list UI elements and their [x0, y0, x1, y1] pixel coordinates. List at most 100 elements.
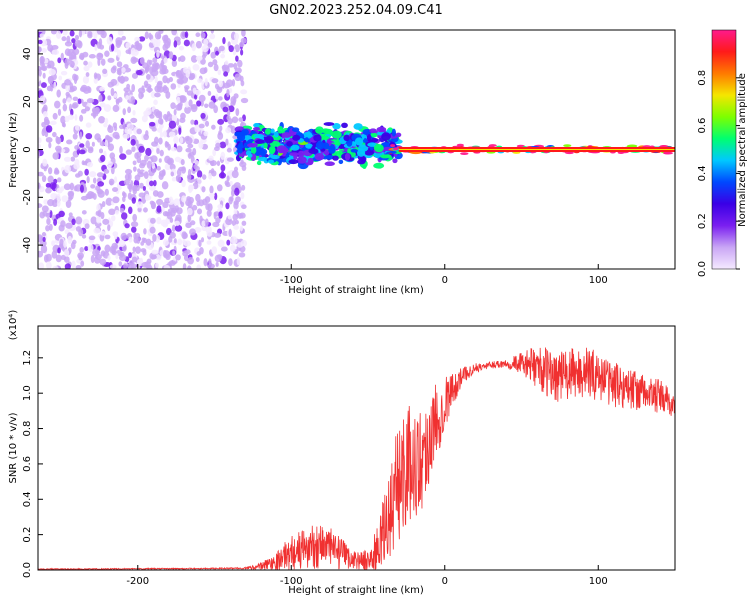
spectrogram-cell	[124, 168, 133, 175]
spectrogram-cell	[323, 122, 335, 126]
spectrogram-cell	[307, 157, 314, 165]
spectrogram-cell	[97, 181, 105, 187]
spectrogram-cell	[173, 198, 181, 207]
spectrogram-cell	[121, 212, 128, 220]
spectrogram-cell	[41, 121, 47, 128]
spectrogram-cell	[315, 126, 324, 134]
spectrogram-cell	[56, 136, 62, 145]
spectrogram-cell	[163, 113, 168, 121]
spectrogram-cell	[67, 235, 73, 244]
spectrogram-cell	[181, 166, 187, 174]
spectrogram-cell	[143, 228, 147, 235]
spectrogram-cell	[156, 82, 163, 90]
spectrogram-cell	[225, 202, 230, 210]
spectrogram-cell	[63, 249, 70, 257]
spectrogram-cell	[177, 83, 181, 88]
spectrogram-cell	[85, 72, 90, 77]
x-tick-label: -100	[280, 275, 303, 286]
spectrogram-cell	[222, 106, 229, 113]
spectrogram-cell	[227, 214, 232, 220]
spectrogram-cell	[96, 172, 104, 178]
spectrogram-cell	[250, 146, 257, 154]
spectrogram-cell	[231, 116, 239, 124]
spectrogram-cell	[145, 147, 152, 157]
spectrogram-cell	[177, 238, 183, 246]
spectrogram-cell	[101, 200, 106, 208]
spectrogram-cell	[168, 260, 176, 266]
spectrogram-cell	[233, 201, 239, 210]
spectrogram-cell	[264, 128, 271, 135]
spectrogram-cell	[168, 120, 177, 129]
spectrogram-cell	[75, 226, 82, 232]
spectrogram-cell	[112, 231, 119, 237]
spectrogram-cell	[198, 141, 204, 149]
spectrogram-cell	[131, 197, 136, 204]
spectrogram-cell	[212, 221, 220, 228]
spectrogram-cell	[193, 94, 198, 100]
spectrogram-cell	[198, 123, 205, 129]
spectrogram-cell	[57, 108, 62, 116]
spectrogram-cell	[174, 156, 181, 163]
spectrogram-cell	[153, 179, 157, 187]
spectrogram-cell	[78, 149, 86, 155]
spectrogram-cell	[194, 89, 201, 95]
spectrogram-cell	[127, 130, 133, 135]
spectrogram-cell	[38, 75, 41, 83]
spectrogram-cell	[152, 233, 157, 242]
spectrogram-cell	[343, 134, 350, 142]
colorbar-gradient	[711, 29, 737, 270]
spectrogram-cell	[43, 39, 48, 46]
spectrogram-cell	[208, 155, 214, 161]
spectrogram-cell	[161, 181, 169, 190]
spectrogram-cell	[206, 230, 213, 237]
spectrogram-cell	[234, 187, 240, 196]
spectrogram-cell	[70, 51, 77, 60]
spectrogram-cell	[217, 254, 223, 260]
spectrogram-cell	[178, 127, 182, 135]
snr-x-label: Height of straight line (km)	[288, 585, 424, 596]
spectrogram-cell	[195, 32, 201, 38]
spectrogram-cell	[143, 207, 148, 213]
spectrogram-cell	[235, 196, 241, 203]
spectrogram-cell	[152, 57, 158, 64]
spectrogram-cell	[209, 33, 216, 40]
spectrogram-cell	[170, 146, 177, 152]
spectrogram-cell	[46, 261, 52, 269]
spectrogram-cell	[367, 134, 372, 142]
spectrogram-cell	[55, 30, 62, 40]
spectrogram-cell	[98, 148, 104, 154]
spectrogram-cell	[171, 176, 177, 182]
spectrogram-cell	[69, 182, 75, 191]
spectrogram-cell	[123, 263, 128, 269]
spectrogram-cell	[122, 192, 127, 199]
spectrogram-cell	[176, 207, 183, 215]
spectrogram-cell	[264, 135, 274, 144]
spectrogram-cell	[155, 254, 162, 261]
spectrogram-cell	[223, 71, 229, 77]
spectrogram-cell	[373, 144, 384, 153]
spectrogram-cell	[175, 70, 182, 78]
spectrogram-cell	[121, 35, 126, 41]
spectrogram-cell	[198, 239, 202, 248]
spectrogram-cell	[156, 217, 162, 225]
y-tick-label: -40	[22, 237, 33, 253]
spectrogram-cell	[38, 171, 44, 177]
spectrogram-cell	[136, 201, 144, 209]
spectrogram-cell	[51, 49, 60, 56]
spectrogram-cell	[127, 192, 132, 200]
spectrogram-cell	[202, 174, 207, 180]
spectrogram-cell	[47, 76, 54, 85]
spectrogram-cell	[212, 148, 217, 157]
spectrogram-cell	[241, 184, 246, 191]
spectrogram-cell	[371, 138, 378, 143]
spectrogram-cell	[64, 41, 73, 47]
spectrogram-y-label: Frequency (Hz)	[8, 112, 19, 188]
spectrogram-cell	[228, 258, 233, 267]
spectrogram-cell	[108, 178, 115, 186]
spectrogram-cell	[73, 75, 78, 85]
spectrogram-cell	[151, 127, 157, 132]
spectrogram-cell	[80, 260, 85, 267]
spectrogram-cell	[296, 156, 307, 164]
spectrogram-cell	[73, 185, 78, 192]
colorbar-tick-label: 0.6	[697, 118, 708, 134]
